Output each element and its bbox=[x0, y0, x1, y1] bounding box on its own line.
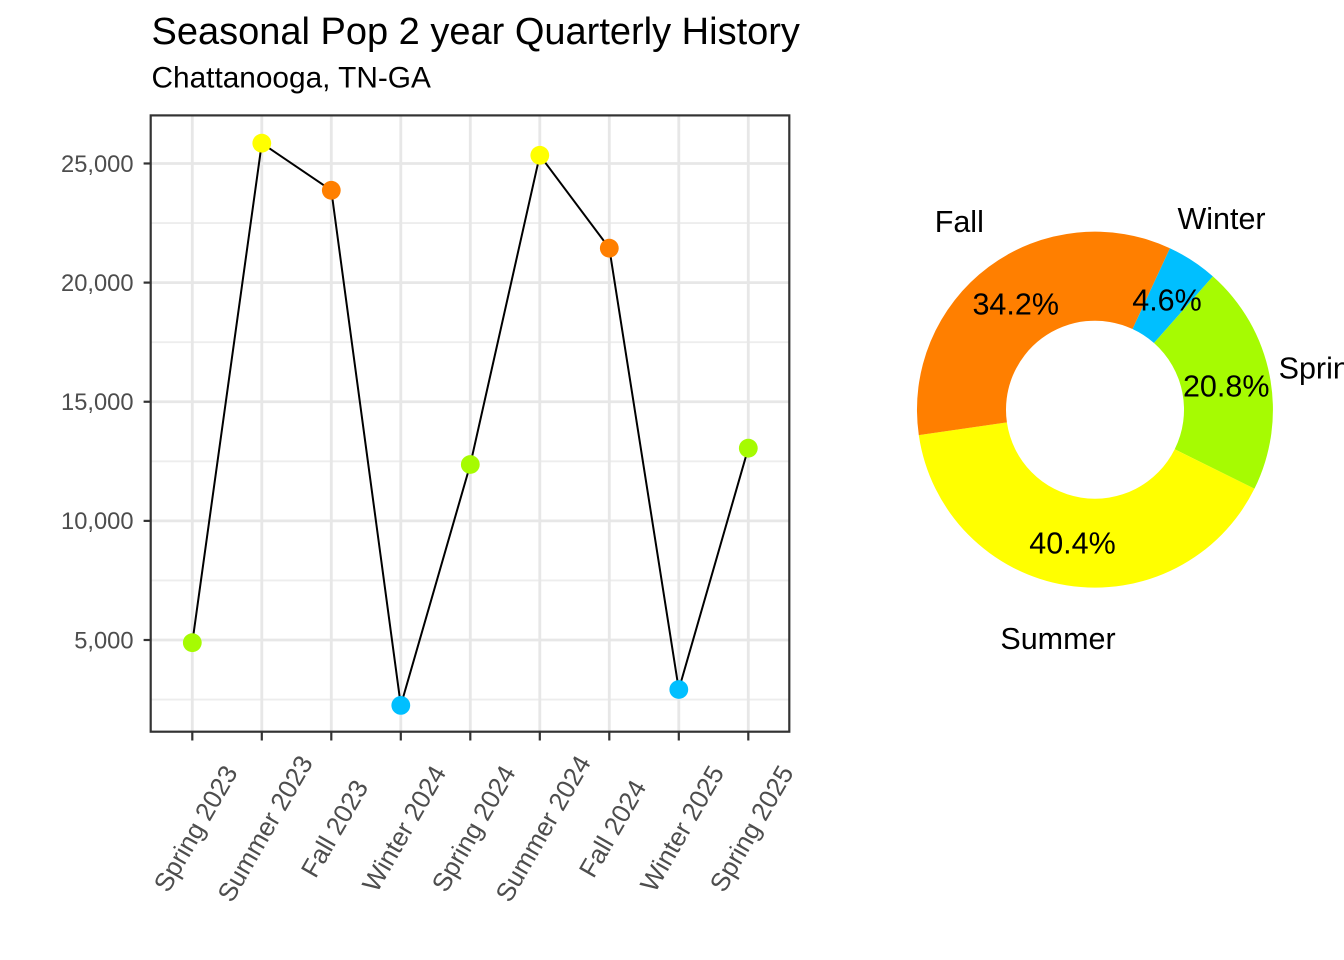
svg-text:4.6%: 4.6% bbox=[1132, 284, 1202, 318]
svg-text:Summer: Summer bbox=[1000, 622, 1115, 656]
svg-text:25,000: 25,000 bbox=[61, 152, 133, 178]
svg-text:20,000: 20,000 bbox=[61, 271, 133, 297]
svg-text:10,000: 10,000 bbox=[61, 509, 133, 535]
svg-text:34.2%: 34.2% bbox=[972, 287, 1058, 321]
svg-text:20.8%: 20.8% bbox=[1183, 370, 1269, 404]
svg-text:Fall: Fall bbox=[935, 205, 984, 239]
svg-text:5,000: 5,000 bbox=[74, 628, 133, 654]
svg-text:Spring: Spring bbox=[1279, 351, 1344, 385]
svg-text:40.4%: 40.4% bbox=[1029, 527, 1115, 561]
svg-text:Winter: Winter bbox=[1177, 202, 1265, 236]
svg-text:15,000: 15,000 bbox=[61, 390, 133, 416]
svg-text:Seasonal Pop 2 year Quarterly: Seasonal Pop 2 year Quarterly History bbox=[152, 11, 800, 53]
svg-text:Chattanooga, TN-GA: Chattanooga, TN-GA bbox=[152, 62, 431, 95]
